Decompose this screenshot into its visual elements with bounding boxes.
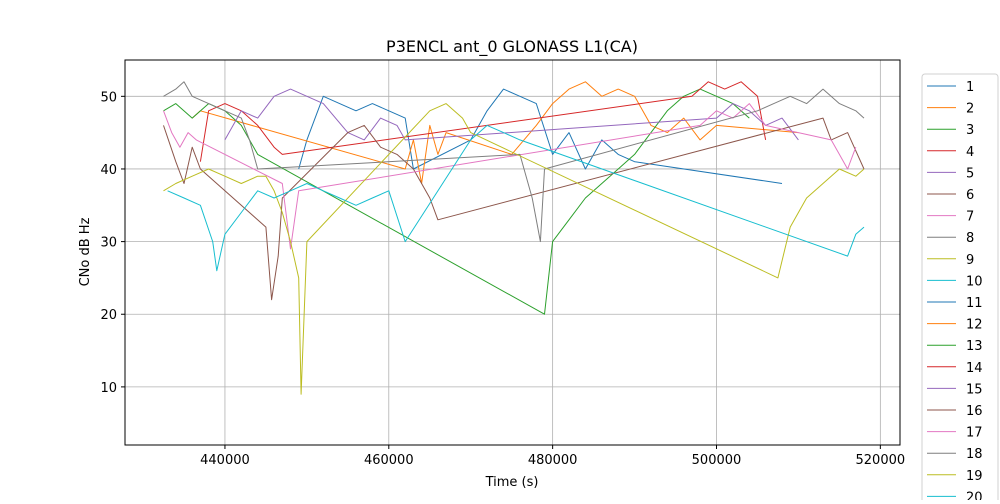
y-axis-label: CNo dB Hz bbox=[78, 217, 93, 286]
legend-label-19: 19 bbox=[966, 469, 983, 484]
legend-label-11: 11 bbox=[966, 296, 983, 311]
series-line-7 bbox=[163, 103, 857, 250]
series-line-6 bbox=[163, 117, 865, 301]
legend-box bbox=[921, 73, 999, 504]
x-tick-label: 500000 bbox=[692, 453, 742, 468]
legend-label-13: 13 bbox=[966, 339, 983, 354]
legend-label-15: 15 bbox=[966, 382, 983, 397]
y-tick-label: 20 bbox=[100, 308, 117, 323]
grid bbox=[125, 60, 900, 445]
legend: 123456789101112131415161718192021 bbox=[921, 73, 999, 504]
x-tick-label: 460000 bbox=[364, 453, 414, 468]
legend-label-18: 18 bbox=[966, 447, 983, 462]
series-lines bbox=[163, 81, 865, 395]
y-tick-label: 10 bbox=[100, 381, 117, 396]
y-tick-label: 50 bbox=[100, 90, 117, 105]
legend-label-5: 5 bbox=[966, 166, 974, 181]
series-line-3 bbox=[163, 88, 750, 315]
x-tick-label: 520000 bbox=[856, 453, 906, 468]
legend-label-8: 8 bbox=[966, 231, 974, 246]
legend-label-9: 9 bbox=[966, 253, 974, 268]
x-tick-label: 440000 bbox=[200, 453, 250, 468]
series-line-1 bbox=[298, 88, 783, 184]
x-axis-label: Time (s) bbox=[485, 475, 539, 490]
legend-label-10: 10 bbox=[966, 274, 983, 289]
legend-label-17: 17 bbox=[966, 426, 983, 441]
y-tick-label: 30 bbox=[100, 236, 117, 251]
legend-label-7: 7 bbox=[966, 210, 974, 225]
y-tick-label: 40 bbox=[100, 163, 117, 178]
legend-label-1: 1 bbox=[966, 80, 974, 95]
legend-label-16: 16 bbox=[966, 404, 983, 419]
legend-label-14: 14 bbox=[966, 361, 983, 376]
legend-label-2: 2 bbox=[966, 102, 974, 117]
series-line-5 bbox=[224, 88, 799, 141]
x-tick-label: 480000 bbox=[528, 453, 578, 468]
legend-label-3: 3 bbox=[966, 123, 974, 138]
chart-title: P3ENCL ant_0 GLONASS L1(CA) bbox=[386, 37, 638, 57]
series-line-4 bbox=[199, 81, 767, 162]
legend-label-6: 6 bbox=[966, 188, 974, 203]
series-line-10 bbox=[167, 124, 865, 272]
plot-frame bbox=[124, 59, 901, 446]
series-line-8 bbox=[163, 81, 865, 243]
series-line-2 bbox=[191, 81, 799, 184]
legend-label-12: 12 bbox=[966, 318, 983, 333]
legend-label-4: 4 bbox=[966, 145, 974, 160]
ticks: 440000 460000 480000 500000 520000 10 20 30 40 50 bbox=[100, 90, 905, 468]
series-line-9 bbox=[163, 103, 865, 395]
legend-label-20: 20 bbox=[966, 490, 983, 500]
